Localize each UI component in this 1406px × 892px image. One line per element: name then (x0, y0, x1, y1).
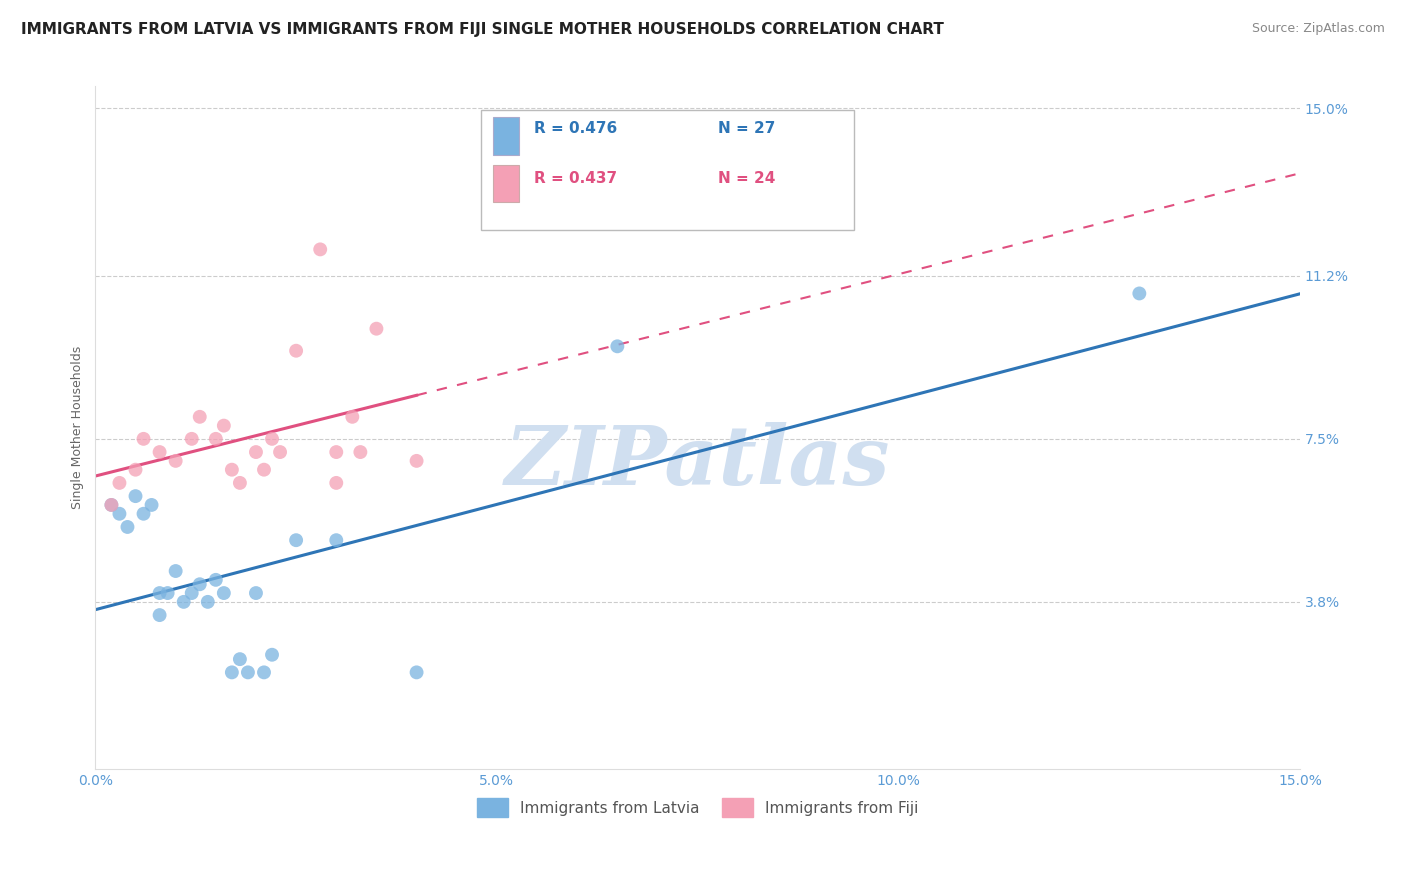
Legend: Immigrants from Latvia, Immigrants from Fiji: Immigrants from Latvia, Immigrants from … (471, 792, 924, 823)
Point (124, 463, 146, 477)
Text: R = 0.476: R = 0.476 (534, 121, 617, 136)
Point (180, 586, 202, 600)
Point (188, 577, 211, 591)
Point (253, 463, 276, 477)
Point (141, 498, 163, 512)
Point (100, 498, 122, 512)
Point (309, 243, 332, 257)
Bar (494, 117, 519, 154)
Text: Source: ZipAtlas.com: Source: ZipAtlas.com (1251, 22, 1385, 36)
Point (245, 445, 267, 459)
Point (212, 586, 235, 600)
Point (149, 445, 172, 459)
Text: ZIPatlas: ZIPatlas (505, 422, 890, 502)
Text: N = 24: N = 24 (718, 171, 776, 186)
Point (108, 507, 131, 521)
Point (117, 520, 139, 534)
Point (285, 343, 308, 358)
Point (165, 564, 187, 578)
Point (197, 595, 219, 609)
Point (366, 321, 388, 335)
Point (100, 498, 122, 512)
Point (229, 475, 252, 490)
Text: N = 27: N = 27 (718, 121, 776, 136)
Point (236, 665, 259, 680)
Point (253, 665, 276, 680)
Point (221, 463, 243, 477)
Point (260, 648, 283, 662)
Point (188, 409, 211, 424)
Point (132, 507, 155, 521)
Point (349, 445, 371, 459)
FancyBboxPatch shape (481, 111, 855, 230)
Point (606, 339, 628, 353)
Text: IMMIGRANTS FROM LATVIA VS IMMIGRANTS FROM FIJI SINGLE MOTHER HOUSEHOLDS CORRELAT: IMMIGRANTS FROM LATVIA VS IMMIGRANTS FRO… (21, 22, 943, 37)
Point (124, 489, 146, 503)
Point (325, 475, 347, 490)
Point (405, 665, 427, 680)
Point (269, 445, 291, 459)
Point (180, 432, 202, 446)
Point (1128, 286, 1150, 301)
Point (204, 432, 226, 446)
Point (149, 586, 172, 600)
Point (173, 595, 195, 609)
Text: R = 0.437: R = 0.437 (534, 171, 617, 186)
Point (229, 652, 252, 666)
Point (108, 475, 131, 490)
Point (132, 432, 155, 446)
Point (221, 665, 243, 680)
Point (204, 573, 226, 587)
Point (405, 454, 427, 468)
Bar (494, 165, 519, 202)
Point (325, 533, 347, 548)
Y-axis label: Single Mother Households: Single Mother Households (72, 346, 84, 509)
Point (260, 432, 283, 446)
Point (165, 454, 187, 468)
Point (156, 586, 179, 600)
Point (285, 533, 308, 548)
Point (212, 418, 235, 433)
Point (149, 608, 172, 623)
Point (342, 409, 364, 424)
Point (325, 445, 347, 459)
Point (245, 586, 267, 600)
